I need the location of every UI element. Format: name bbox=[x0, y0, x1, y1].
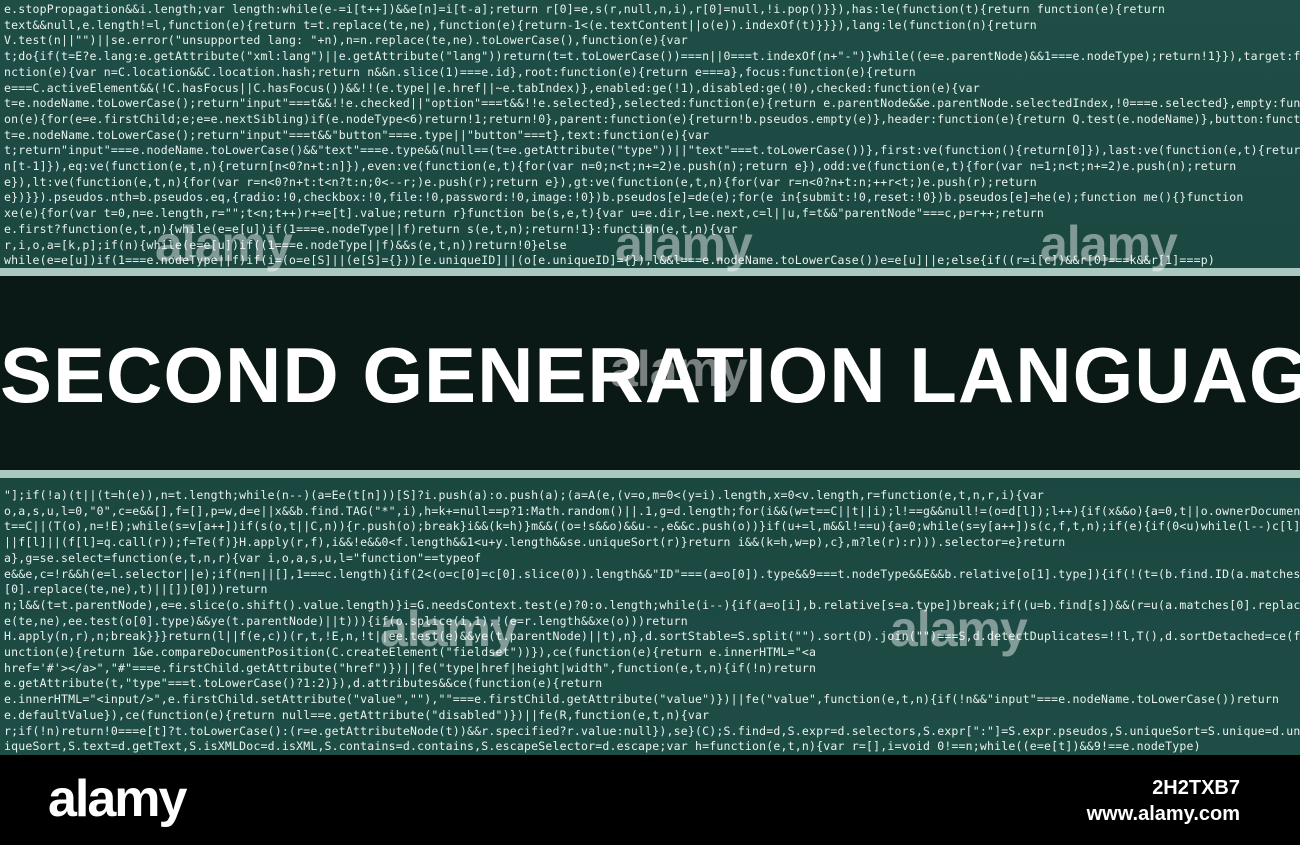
code-line: e.defaultValue}),ce(function(e){return n… bbox=[4, 707, 710, 722]
code-line: t=e.nodeName.toLowerCase();return"input"… bbox=[4, 96, 1300, 111]
code-line: e.first?function(e,t,n){while(e=e[u])if(… bbox=[4, 221, 738, 236]
code-line: iqueSort,S.text=d.getText,S.isXMLDoc=d.i… bbox=[4, 739, 1201, 754]
code-line: o,a,s,u,l=0,"0",c=e&&[],f=[],p=w,d=e||x&… bbox=[4, 503, 1300, 518]
code-line: e===C.activeElement&&(!C.hasFocus||C.has… bbox=[4, 80, 980, 95]
code-line: n[t-1]}),eq:ve(function(e,t,n){return[n<… bbox=[4, 159, 1237, 173]
code-line: text&&null,e.length!=l,function(e){retur… bbox=[4, 17, 1037, 32]
watermark: alamy bbox=[615, 216, 753, 272]
footer-bar: alamy 2H2TXB7 www.alamy.com bbox=[0, 755, 1300, 845]
title-band bbox=[0, 268, 1300, 478]
image-id: 2H2TXB7 bbox=[1152, 777, 1240, 799]
code-line: r;if(!n)return!0===e[t]?t.toLowerCase():… bbox=[4, 723, 1300, 738]
code-line: V.test(n||"")||se.error("unsupported lan… bbox=[4, 33, 688, 48]
code-line: e.stopPropagation&&i.length;var length:w… bbox=[4, 2, 1166, 16]
code-line: t==C||(T(o),n=!E);while(s=v[a++])if(s(o,… bbox=[4, 519, 1300, 534]
code-line: [0].replace(te,ne),t)||[])[0]))return bbox=[4, 582, 268, 597]
code-line: "];if(!a)(t||(t=h(e)),n=t.length;while(n… bbox=[4, 488, 1045, 502]
code-line: unction(e){return 1&e.compareDocumentPos… bbox=[4, 645, 817, 659]
code-line: t;do{if(t=E?e.lang:e.getAttribute("xml:l… bbox=[4, 49, 1300, 64]
headline: SECOND GENERATION LANGUAGE bbox=[0, 331, 1300, 419]
code-line: a},g=se.select=function(e,t,n,r){var i,o… bbox=[4, 550, 482, 565]
watermark: alamy bbox=[1040, 216, 1178, 272]
watermark: alamy bbox=[890, 601, 1028, 657]
code-line: e}),lt:ve(function(e,t,n){for(var r=n<0?… bbox=[4, 174, 1037, 189]
code-line: xe(e){for(var t=0,n=e.length,r="";t<n;t+… bbox=[4, 206, 1045, 221]
code-line: e})}}).pseudos.nth=b.pseudos.eq,{radio:!… bbox=[4, 190, 1244, 205]
logo: alamy bbox=[48, 770, 187, 828]
code-line: t;return"input"===e.nodeName.toLowerCase… bbox=[4, 143, 1300, 158]
watermark: alamy bbox=[155, 216, 293, 272]
watermark: alamy bbox=[380, 601, 518, 657]
watermark: alamy bbox=[610, 341, 748, 397]
code-line: e.innerHTML="<input/>",e.firstChild.setA… bbox=[4, 692, 1280, 707]
code-line: href='#'></a>","#"===e.firstChild.getAtt… bbox=[4, 660, 817, 675]
code-line: t=e.nodeName.toLowerCase();return"input"… bbox=[4, 127, 710, 142]
code-line: e.getAttribute(t,"type"===t.toLowerCase(… bbox=[4, 676, 603, 691]
code-line: ||f[l]||(f[l]=q.call(r));f=Te(f)}H.apply… bbox=[4, 535, 1066, 550]
code-line: on(e){for(e=e.firstChild;e;e=e.nextSibli… bbox=[4, 111, 1300, 126]
code-line: e(te,ne),ee.test(o[0].type)&&ye(t.parent… bbox=[4, 613, 688, 628]
site-url: www.alamy.com bbox=[1086, 803, 1240, 825]
code-line: while(e=e[u])if(1===e.nodeType||f)if(i=(… bbox=[4, 253, 1216, 268]
code-line: H.apply(n,r),n;break}}}return(l||f(e,c))… bbox=[4, 629, 1300, 644]
code-line: e&&e,c=!r&&h(e=l.selector||e);if(n=n||[]… bbox=[4, 566, 1300, 581]
code-line: nction(e){var n=C.location&&C.location.h… bbox=[4, 64, 916, 79]
code-line: n;l&&(t=t.parentNode),e=e.slice(o.shift(… bbox=[4, 597, 1300, 612]
code-line: r,i,o,a=[k,p];if(n){while(e=e[u])if((1==… bbox=[4, 237, 567, 252]
